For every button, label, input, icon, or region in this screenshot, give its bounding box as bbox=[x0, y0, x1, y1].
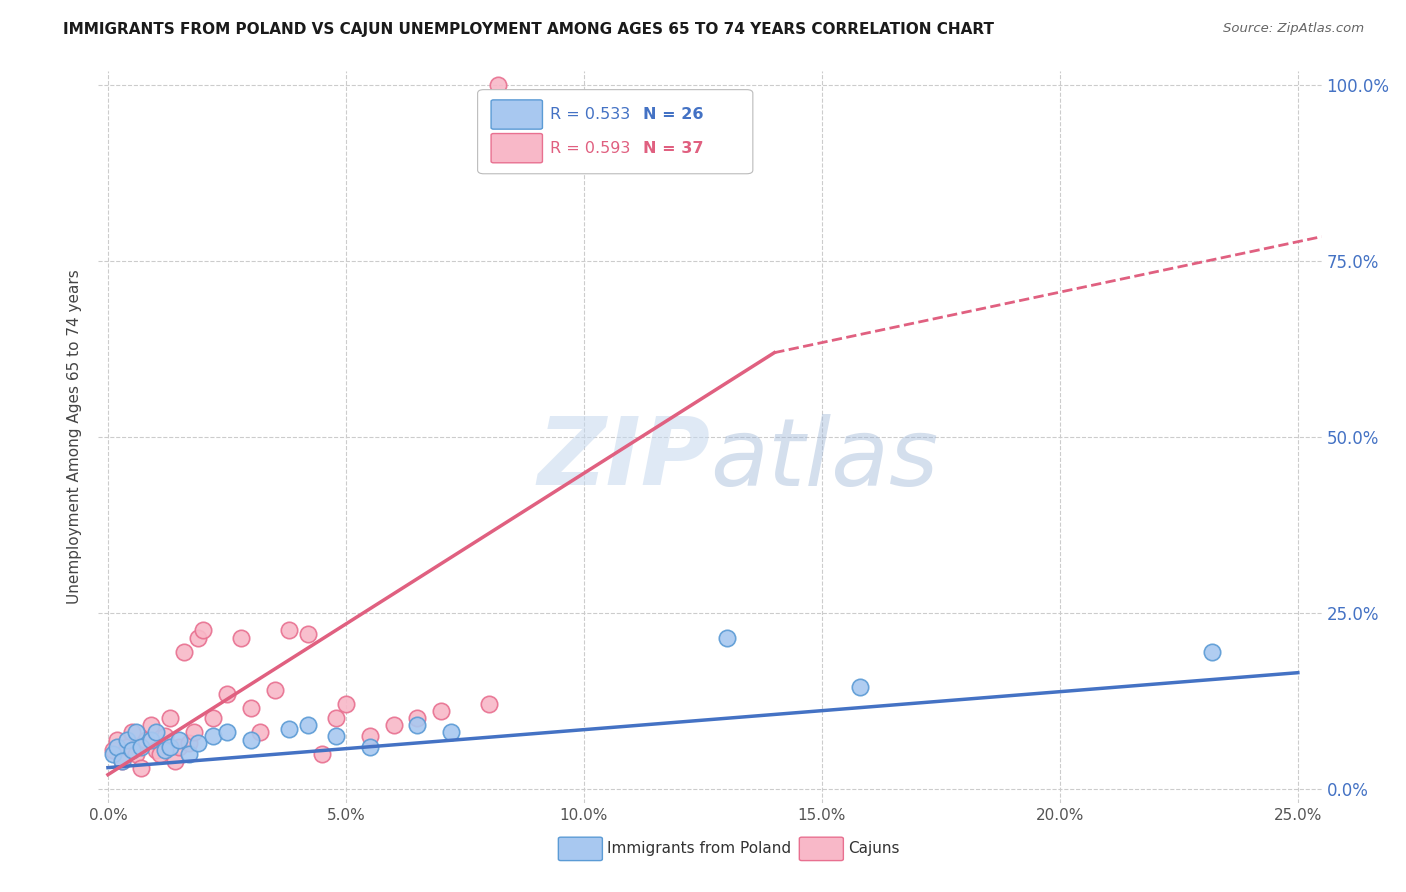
Point bbox=[849, 680, 872, 694]
Point bbox=[101, 747, 124, 761]
Text: ZIP: ZIP bbox=[537, 413, 710, 505]
Point bbox=[1201, 644, 1223, 658]
Point bbox=[149, 747, 172, 761]
Point bbox=[153, 743, 176, 757]
Point bbox=[215, 687, 238, 701]
Point bbox=[111, 754, 134, 768]
Text: Cajuns: Cajuns bbox=[848, 841, 900, 856]
Point bbox=[129, 761, 152, 775]
Point bbox=[311, 747, 333, 761]
Point bbox=[382, 718, 405, 732]
Point bbox=[406, 711, 429, 725]
Point bbox=[486, 78, 509, 93]
Point bbox=[359, 729, 381, 743]
Point bbox=[187, 631, 209, 645]
Point bbox=[201, 729, 224, 743]
Text: Source: ZipAtlas.com: Source: ZipAtlas.com bbox=[1223, 22, 1364, 36]
Point bbox=[107, 739, 129, 754]
Point bbox=[239, 701, 262, 715]
Point bbox=[135, 732, 157, 747]
Text: N = 26: N = 26 bbox=[643, 107, 703, 122]
Point bbox=[277, 722, 299, 736]
Text: N = 37: N = 37 bbox=[643, 141, 703, 156]
Point bbox=[101, 743, 124, 757]
Point bbox=[297, 627, 319, 641]
Point bbox=[478, 698, 501, 712]
FancyBboxPatch shape bbox=[491, 100, 543, 129]
FancyBboxPatch shape bbox=[491, 134, 543, 163]
Point bbox=[716, 631, 738, 645]
Point bbox=[159, 711, 181, 725]
Point bbox=[125, 725, 148, 739]
Point bbox=[201, 711, 224, 725]
Point bbox=[335, 698, 357, 712]
Point bbox=[153, 729, 176, 743]
Point bbox=[159, 739, 181, 754]
Text: IMMIGRANTS FROM POLAND VS CAJUN UNEMPLOYMENT AMONG AGES 65 TO 74 YEARS CORRELATI: IMMIGRANTS FROM POLAND VS CAJUN UNEMPLOY… bbox=[63, 22, 994, 37]
Point bbox=[139, 732, 162, 747]
Point bbox=[139, 718, 162, 732]
Point bbox=[115, 739, 138, 754]
Point bbox=[440, 725, 463, 739]
FancyBboxPatch shape bbox=[800, 838, 844, 861]
Point bbox=[121, 725, 143, 739]
Point bbox=[359, 739, 381, 754]
FancyBboxPatch shape bbox=[558, 838, 602, 861]
Text: Immigrants from Poland: Immigrants from Poland bbox=[607, 841, 792, 856]
Point bbox=[215, 725, 238, 739]
Point bbox=[187, 736, 209, 750]
Point bbox=[277, 624, 299, 638]
FancyBboxPatch shape bbox=[478, 90, 752, 174]
Point bbox=[107, 732, 129, 747]
Point bbox=[325, 711, 347, 725]
Point bbox=[169, 739, 191, 754]
Point bbox=[263, 683, 285, 698]
Point bbox=[121, 743, 143, 757]
Point bbox=[115, 732, 138, 747]
Point bbox=[145, 743, 167, 757]
Point bbox=[406, 718, 429, 732]
Point bbox=[163, 754, 186, 768]
Point bbox=[125, 747, 148, 761]
Point bbox=[145, 725, 167, 739]
Point bbox=[177, 747, 200, 761]
Text: R = 0.593: R = 0.593 bbox=[550, 141, 630, 156]
Point bbox=[183, 725, 205, 739]
Point bbox=[430, 705, 453, 719]
Point bbox=[249, 725, 271, 739]
Point bbox=[111, 754, 134, 768]
Text: R = 0.533: R = 0.533 bbox=[550, 107, 630, 122]
Point bbox=[239, 732, 262, 747]
Point bbox=[173, 644, 195, 658]
Point bbox=[297, 718, 319, 732]
Y-axis label: Unemployment Among Ages 65 to 74 years: Unemployment Among Ages 65 to 74 years bbox=[67, 269, 83, 605]
Text: atlas: atlas bbox=[710, 414, 938, 505]
Point bbox=[325, 729, 347, 743]
Point bbox=[177, 736, 200, 750]
Point bbox=[169, 732, 191, 747]
Point bbox=[129, 739, 152, 754]
Point bbox=[191, 624, 214, 638]
Point bbox=[231, 631, 253, 645]
